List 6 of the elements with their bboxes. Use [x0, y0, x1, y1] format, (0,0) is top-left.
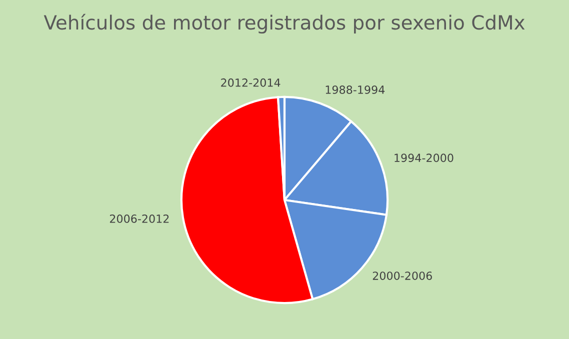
slice-label: 1988-1994	[326, 86, 385, 94]
chart-title: Vehículos de motor registrados por sexenio CdMx	[44, 14, 525, 34]
slice-label: 2012-2014	[221, 78, 280, 87]
slice-label: 2006-2012	[110, 214, 169, 223]
slice-label: 1994-2000	[394, 154, 454, 162]
slice-label: 2000-2006	[372, 272, 432, 280]
